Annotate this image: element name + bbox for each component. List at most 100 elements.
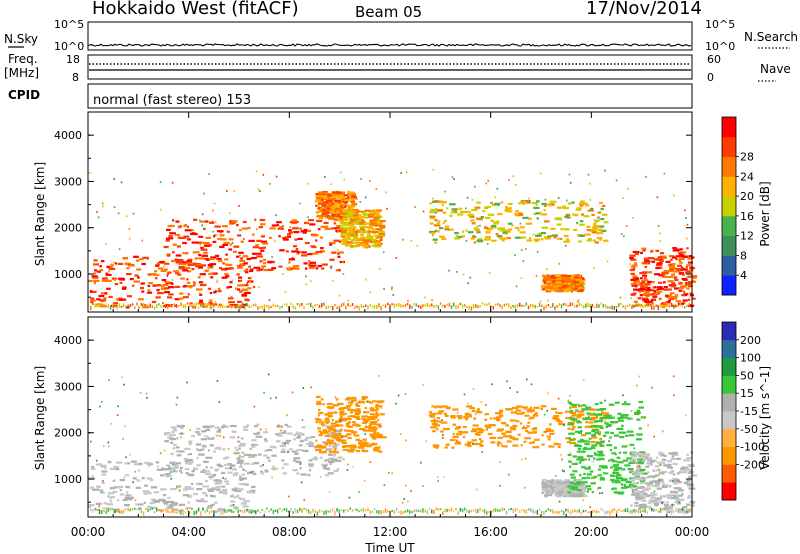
velocity-speckle	[499, 461, 501, 463]
power-cell	[522, 216, 529, 219]
velocity-cell	[322, 467, 327, 470]
velocity-ground-cell	[466, 509, 468, 513]
velocity-cell	[144, 492, 148, 495]
power-ground-cell	[609, 306, 611, 309]
power-speckle	[686, 237, 688, 240]
power-cell	[356, 229, 359, 232]
power-cell	[228, 285, 233, 289]
velocity-cell	[325, 448, 332, 451]
velocity-cell	[580, 491, 583, 494]
power-cell	[191, 233, 198, 236]
velocity-cell	[249, 447, 252, 450]
velocity-cell	[593, 475, 598, 478]
velocity-cell	[629, 477, 633, 480]
velocity-cell	[171, 431, 175, 434]
velocity-cell	[237, 459, 244, 462]
velocity-ground-cell	[644, 508, 646, 513]
velocity-cell	[361, 415, 368, 418]
velocity-cell	[343, 429, 348, 432]
power-cell	[164, 287, 170, 290]
power-cell	[529, 237, 532, 240]
time-tick-label: 16:00	[473, 525, 508, 539]
velocity-cell	[532, 446, 540, 449]
velocity-speckle	[345, 413, 347, 415]
velocity-cell	[322, 446, 326, 449]
power-cell	[599, 201, 603, 204]
power-cell	[195, 288, 203, 291]
velocity-cell	[371, 442, 375, 445]
power-cell	[580, 278, 585, 281]
power-cell	[372, 232, 377, 235]
velocity-speckle	[627, 444, 629, 447]
velocity-cell	[590, 408, 597, 411]
power-speckle	[239, 280, 241, 283]
velocity-speckle	[523, 486, 526, 489]
velocity-cell	[196, 448, 199, 451]
power-ground-cell	[499, 304, 501, 308]
velocity-cell	[188, 459, 193, 462]
velocity-cell	[440, 421, 448, 424]
velocity-ground-cell	[576, 510, 578, 513]
power-cell	[303, 228, 308, 232]
velocity-ground-cell	[439, 508, 442, 510]
power-cell	[665, 295, 669, 298]
power-ground-cell	[237, 304, 239, 309]
velocity-cell	[573, 486, 578, 489]
power-cell	[565, 213, 571, 216]
velocity-cell	[636, 418, 641, 421]
power-cell	[678, 289, 683, 292]
velocity-speckle	[606, 472, 609, 475]
power-ground-cell	[371, 305, 374, 308]
power-speckle	[275, 175, 278, 178]
power-cell	[369, 241, 375, 244]
power-ground-cell	[345, 306, 347, 310]
power-cell	[168, 235, 173, 238]
power-cell	[593, 225, 600, 228]
power-cell	[251, 252, 258, 255]
velocity-cell	[618, 431, 624, 434]
power-cell	[685, 255, 691, 258]
velocity-ground-cell	[585, 509, 587, 512]
velocity-cell	[222, 488, 228, 491]
velocity-cell	[91, 475, 94, 478]
velocity-speckle	[580, 430, 583, 432]
velocity-cell	[480, 440, 484, 443]
velocity-cell	[548, 485, 551, 488]
power-cell	[119, 281, 123, 284]
velocity-cell	[91, 466, 95, 469]
power-cell	[432, 238, 438, 241]
velocity-ground-cell	[541, 511, 543, 514]
power-cell	[684, 255, 688, 258]
velocity-speckle	[672, 375, 675, 378]
power-cell	[186, 281, 191, 284]
velocity-ground-cell	[358, 510, 360, 513]
power-ground-cell	[486, 303, 488, 306]
power-ground-cell	[420, 305, 422, 309]
velocity-cell	[142, 490, 150, 493]
power-cell	[192, 251, 200, 254]
velocity-ground-cell	[532, 509, 534, 514]
power-cell	[472, 235, 475, 238]
power-cell	[180, 236, 187, 239]
velocity-speckle	[222, 436, 225, 439]
power-cell	[523, 202, 526, 206]
velocity-cell	[119, 493, 125, 496]
power-speckle	[546, 268, 548, 270]
velocity-speckle	[159, 452, 162, 455]
power-cell	[441, 237, 447, 240]
velocity-cell	[677, 511, 684, 514]
velocity-cell	[433, 418, 436, 421]
velocity-cell	[323, 459, 327, 463]
velocity-cell	[666, 466, 672, 469]
power-cell	[678, 252, 683, 255]
velocity-cell	[197, 433, 201, 436]
power-cell	[262, 258, 266, 261]
velocity-cell	[366, 445, 372, 448]
velocity-cell	[316, 400, 322, 403]
velocity-cell	[502, 445, 508, 448]
velocity-ground-cell	[283, 508, 286, 511]
power-speckle	[520, 277, 523, 279]
power-cell	[196, 263, 202, 266]
velocity-cell	[231, 494, 234, 497]
velocity-cell	[472, 428, 477, 431]
